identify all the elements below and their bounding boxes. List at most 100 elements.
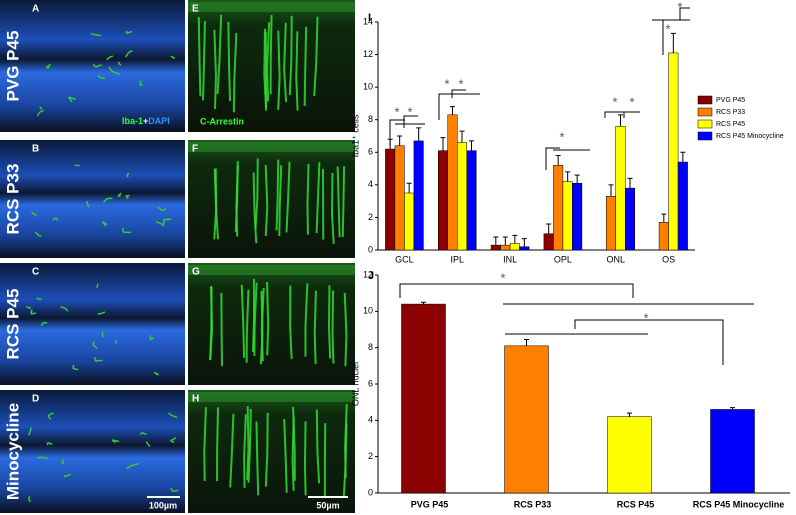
cone — [254, 158, 259, 230]
microglia — [108, 66, 120, 75]
bar — [607, 416, 652, 494]
stain-label: C-Arrestin — [200, 116, 244, 126]
cone — [303, 26, 308, 107]
microglia — [157, 206, 167, 212]
microglia — [170, 55, 176, 60]
microglia — [27, 495, 32, 502]
microglia — [121, 227, 132, 234]
cone — [315, 162, 321, 234]
bar — [710, 409, 755, 494]
bar — [500, 244, 511, 251]
cone — [291, 417, 295, 491]
legend-swatch — [697, 119, 713, 129]
cone — [252, 172, 258, 244]
error-bar — [670, 32, 676, 53]
bar — [401, 303, 446, 494]
bar — [553, 165, 564, 251]
micrograph — [0, 390, 185, 513]
microglia — [36, 297, 42, 301]
significance-star: * — [677, 0, 682, 14]
y-tick-label: 2 — [368, 451, 373, 461]
significance-star: * — [407, 104, 412, 119]
microglia — [31, 211, 38, 217]
cone — [269, 15, 273, 95]
significance-star: * — [612, 94, 617, 109]
error-bar — [524, 338, 529, 346]
error-bar — [608, 184, 614, 197]
microglia — [111, 439, 120, 444]
cone — [227, 21, 232, 102]
error-bar — [450, 106, 455, 115]
cone — [277, 30, 281, 110]
x-tick-label: RCS P45 Minocycline — [693, 499, 785, 509]
bar — [658, 222, 669, 251]
cone — [289, 285, 293, 359]
row-label: Minocycline — [3, 403, 22, 500]
x-tick-label: INL — [503, 254, 517, 264]
panel-letter: B — [32, 144, 39, 155]
cone — [202, 21, 206, 101]
cone — [216, 407, 220, 482]
bar — [438, 150, 448, 251]
x-tick-label: OPL — [554, 254, 572, 264]
micrograph — [188, 390, 355, 513]
legend-label: RCS P45 — [716, 121, 745, 128]
microglia — [96, 283, 99, 289]
error-bar — [493, 236, 499, 246]
microglia — [92, 341, 98, 349]
microglia — [25, 305, 32, 310]
legend-label: RCS P45 Minocycline — [716, 133, 784, 140]
error-bar — [555, 155, 561, 166]
y-tick-label: 4 — [368, 415, 373, 425]
scale-label: 100µm — [149, 500, 177, 510]
panel-letter: J — [368, 270, 374, 282]
cone — [331, 290, 335, 364]
error-bar — [521, 238, 527, 247]
y-axis-label: Iba1⁺ cells — [350, 114, 360, 157]
microglia — [153, 371, 160, 376]
error-bar — [459, 130, 465, 143]
microglia — [61, 459, 65, 465]
error-bar — [680, 151, 686, 163]
micrograph — [188, 140, 355, 258]
y-tick-label: 0 — [368, 487, 373, 497]
cone — [266, 281, 270, 356]
microglia — [40, 321, 47, 327]
cone — [343, 292, 348, 367]
error-bar — [469, 140, 474, 151]
panel-letter: H — [192, 394, 199, 405]
micrograph — [188, 263, 355, 385]
y-tick-label: 8 — [368, 342, 373, 352]
row-label: RCS P45 — [3, 289, 22, 360]
bar — [447, 114, 458, 251]
error-bar — [406, 182, 412, 193]
bar — [504, 345, 549, 494]
chart-i: I 0 2 4 6 8 10 12 14 Iba1⁺ cells GCL IPL INL OPL ONL OS… — [350, 0, 783, 264]
cone — [264, 165, 269, 236]
cone — [247, 408, 252, 483]
y-tick-label: 0 — [368, 244, 373, 254]
bar — [572, 182, 583, 251]
cone — [232, 33, 238, 113]
microglia — [106, 55, 114, 61]
microglia — [52, 217, 59, 221]
cone — [263, 28, 268, 109]
cone — [275, 159, 280, 231]
cone — [216, 14, 223, 95]
microglia — [97, 311, 106, 315]
microglia — [94, 356, 103, 362]
microglia — [101, 331, 104, 338]
microglia — [36, 109, 45, 117]
microglia — [30, 309, 37, 315]
cone — [304, 283, 309, 357]
cone — [306, 163, 310, 235]
cone — [336, 166, 341, 238]
micrograph — [0, 0, 185, 132]
bar — [490, 244, 501, 251]
cone — [203, 407, 207, 482]
microglia — [47, 412, 54, 420]
microglia — [145, 441, 151, 448]
y-tick-label: 10 — [363, 82, 373, 92]
cone — [313, 16, 319, 96]
bar — [466, 150, 477, 251]
